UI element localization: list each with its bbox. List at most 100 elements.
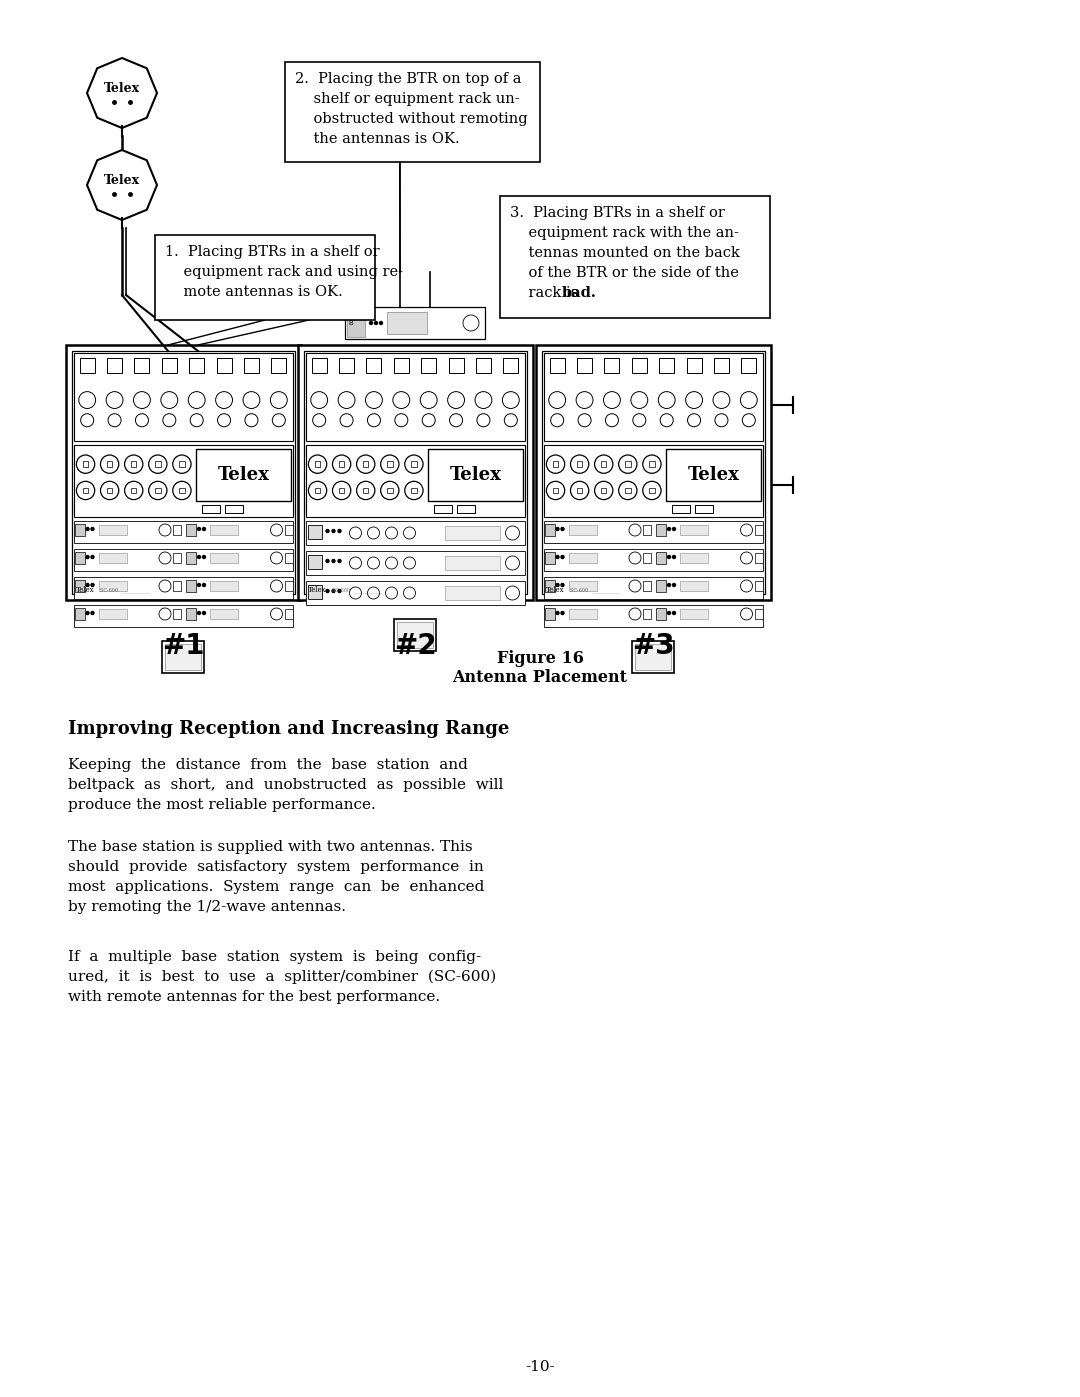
Circle shape — [326, 560, 329, 563]
Circle shape — [604, 391, 620, 408]
Circle shape — [505, 585, 519, 599]
Circle shape — [463, 314, 480, 331]
Bar — [75, 552, 84, 564]
Bar — [66, 345, 300, 599]
Bar — [314, 488, 321, 493]
Bar — [173, 525, 181, 535]
Circle shape — [673, 584, 675, 587]
Circle shape — [332, 560, 335, 563]
Bar — [714, 358, 729, 373]
Text: Telex: Telex — [104, 175, 140, 187]
Circle shape — [405, 482, 423, 500]
Bar — [75, 524, 84, 536]
Bar — [75, 580, 84, 592]
Circle shape — [86, 612, 89, 615]
Bar — [755, 609, 762, 619]
Bar — [173, 553, 181, 563]
Circle shape — [741, 608, 753, 620]
Circle shape — [326, 529, 329, 532]
Bar — [643, 553, 651, 563]
Bar — [632, 358, 647, 373]
Circle shape — [198, 612, 201, 615]
Bar — [568, 581, 596, 591]
Circle shape — [561, 612, 564, 615]
Circle shape — [619, 482, 637, 500]
Circle shape — [203, 612, 205, 615]
Bar — [271, 358, 286, 373]
Circle shape — [77, 455, 95, 474]
Circle shape — [163, 414, 176, 426]
Text: equipment rack with the an-: equipment rack with the an- — [510, 226, 739, 240]
Bar — [434, 504, 451, 513]
Circle shape — [578, 414, 591, 426]
Circle shape — [713, 391, 730, 408]
Circle shape — [272, 414, 285, 426]
Bar — [680, 581, 708, 591]
Text: B: B — [349, 320, 353, 326]
Circle shape — [79, 391, 96, 408]
Circle shape — [333, 455, 351, 474]
Bar — [339, 488, 345, 493]
Circle shape — [350, 587, 362, 599]
Bar — [210, 553, 238, 563]
Circle shape — [198, 584, 201, 587]
Circle shape — [356, 455, 375, 474]
Bar — [98, 581, 126, 591]
Circle shape — [190, 414, 203, 426]
Bar — [210, 581, 238, 591]
Bar — [73, 577, 293, 599]
Circle shape — [270, 580, 283, 592]
Bar — [680, 525, 708, 535]
Circle shape — [134, 391, 150, 408]
Bar — [98, 609, 126, 619]
Text: SC-600   ___________: SC-600 ___________ — [569, 587, 620, 592]
Circle shape — [159, 608, 171, 620]
Bar — [285, 61, 540, 162]
Circle shape — [686, 391, 702, 408]
Bar — [308, 585, 322, 599]
Circle shape — [505, 527, 519, 541]
Bar — [577, 488, 582, 493]
Bar — [366, 358, 381, 373]
Bar — [186, 608, 195, 620]
Bar — [543, 577, 762, 599]
Text: If  a  multiple  base  station  system  is  being  config-: If a multiple base station system is bei… — [68, 950, 481, 964]
Circle shape — [404, 587, 416, 599]
Text: with remote antennas for the best performance.: with remote antennas for the best perfor… — [68, 990, 441, 1004]
Bar — [445, 556, 499, 570]
Bar — [284, 581, 293, 591]
Circle shape — [91, 584, 94, 587]
Circle shape — [673, 612, 675, 615]
Text: Telex: Telex — [217, 467, 269, 483]
Bar — [339, 461, 345, 467]
Bar — [457, 504, 475, 513]
Bar — [476, 358, 491, 373]
Text: produce the most reliable performance.: produce the most reliable performance. — [68, 798, 376, 812]
Bar — [363, 488, 368, 493]
Circle shape — [386, 587, 397, 599]
Circle shape — [606, 414, 619, 426]
Bar — [550, 358, 565, 373]
Circle shape — [420, 391, 437, 408]
Text: Telex: Telex — [76, 585, 94, 594]
Circle shape — [505, 556, 519, 570]
Bar — [363, 461, 368, 467]
Bar — [500, 196, 770, 319]
Circle shape — [108, 414, 121, 426]
Bar — [308, 525, 322, 539]
Bar — [568, 609, 596, 619]
Bar — [544, 524, 554, 536]
Circle shape — [245, 414, 258, 426]
Text: #1: #1 — [162, 631, 204, 659]
Bar — [210, 525, 238, 535]
Bar — [659, 358, 674, 373]
Circle shape — [549, 391, 566, 408]
Circle shape — [570, 455, 589, 474]
Circle shape — [379, 321, 382, 324]
Text: mote antennas is OK.: mote antennas is OK. — [165, 285, 342, 299]
Bar — [306, 581, 525, 605]
Circle shape — [100, 482, 119, 500]
Bar — [303, 351, 527, 594]
Circle shape — [270, 391, 287, 408]
Bar — [445, 527, 499, 541]
